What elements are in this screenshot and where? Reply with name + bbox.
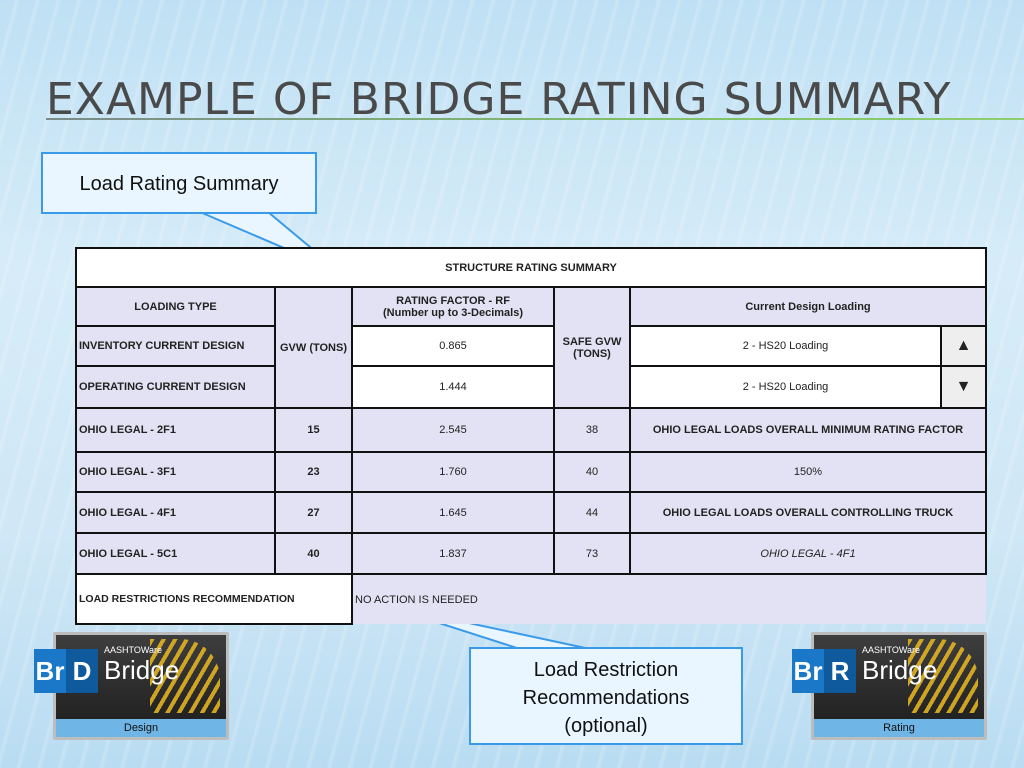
row-gvw: 23 — [274, 451, 353, 493]
scroll-down-button[interactable]: ▼ — [940, 365, 987, 409]
logo-code-b: D — [66, 649, 98, 693]
header-current-design-loading: Current Design Loading — [629, 286, 987, 327]
row-gvw: 27 — [274, 491, 353, 534]
load-restriction-callout: Load Restriction Recommendations (option… — [469, 647, 743, 745]
row-gvw: 15 — [274, 407, 353, 453]
row-safe-gvw: 44 — [553, 491, 631, 534]
row-right-label: OHIO LEGAL LOADS OVERALL MINIMUM RATING … — [629, 407, 987, 453]
row-loading-type: OPERATING CURRENT DESIGN — [75, 365, 276, 409]
header-safe-gvw: SAFE GVW (TONS) — [553, 286, 631, 409]
header-rating-factor: RATING FACTOR - RF (Number up to 3-Decim… — [351, 286, 555, 327]
row-right-label: OHIO LEGAL LOADS OVERALL CONTROLLING TRU… — [629, 491, 987, 534]
brr-rating-logo: Br R AASHTOWare Bridge Rating — [792, 632, 987, 740]
row-safe-gvw: 73 — [553, 532, 631, 575]
row-right-value: 150% — [629, 451, 987, 493]
row-right-value: OHIO LEGAL - 4F1 — [629, 532, 987, 575]
rating-factor-line1: RATING FACTOR - RF — [396, 294, 510, 307]
road-stripes-graphic — [150, 639, 220, 713]
logo-code: Br D — [34, 649, 98, 693]
structure-rating-summary-table: STRUCTURE RATING SUMMARY LOADING TYPE GV… — [75, 247, 987, 625]
row-current-design[interactable]: 2 - HS20 Loading — [629, 325, 942, 367]
scroll-up-button[interactable]: ▲ — [940, 325, 987, 367]
triangle-down-icon: ▼ — [955, 378, 972, 395]
logo-band: Rating — [814, 719, 984, 737]
header-gvw: GVW (TONS) — [274, 286, 353, 409]
logo-vendor: AASHTOWare — [862, 645, 921, 655]
logo-product: Bridge — [862, 655, 938, 685]
row-loading-type: OHIO LEGAL - 4F1 — [75, 491, 276, 534]
table-title: STRUCTURE RATING SUMMARY — [75, 247, 987, 288]
triangle-up-icon: ▲ — [955, 337, 972, 354]
road-stripes-graphic — [908, 639, 978, 713]
logo-code-b: R — [824, 649, 856, 693]
logo-code-a: Br — [792, 649, 824, 693]
row-rf: 1.760 — [351, 451, 555, 493]
rating-factor-line2: (Number up to 3-Decimals) — [383, 306, 523, 319]
row-loading-type: OHIO LEGAL - 2F1 — [75, 407, 276, 453]
load-rating-summary-callout: Load Rating Summary — [41, 152, 317, 214]
row-rf: 1.444 — [351, 365, 555, 409]
row-loading-type: OHIO LEGAL - 3F1 — [75, 451, 276, 493]
row-rf: 1.837 — [351, 532, 555, 575]
logo-code-a: Br — [34, 649, 66, 693]
title-underline — [46, 118, 1024, 120]
restrictions-value[interactable]: NO ACTION IS NEEDED — [351, 573, 986, 624]
row-rf: 1.645 — [351, 491, 555, 534]
row-loading-type: INVENTORY CURRENT DESIGN — [75, 325, 276, 367]
row-loading-type: OHIO LEGAL - 5C1 — [75, 532, 276, 575]
row-rf: 0.865 — [351, 325, 555, 367]
logo-code: Br R — [792, 649, 856, 693]
header-loading-type: LOADING TYPE — [75, 286, 276, 327]
restrictions-label: LOAD RESTRICTIONS RECOMMENDATION — [75, 573, 353, 625]
row-safe-gvw: 40 — [553, 451, 631, 493]
logo-vendor: AASHTOWare — [104, 645, 163, 655]
logo-product: Bridge — [104, 655, 180, 685]
callout-line: Recommendations — [522, 687, 690, 709]
callout-text: Load Rating Summary — [79, 173, 279, 195]
row-gvw: 40 — [274, 532, 353, 575]
brd-design-logo: Br D AASHTOWare Bridge Design — [34, 632, 229, 740]
slide-title: Example of Bridge Rating Summary — [46, 74, 952, 125]
logo-band: Design — [56, 719, 226, 737]
callout-line: Load Restriction — [533, 659, 679, 681]
row-rf: 2.545 — [351, 407, 555, 453]
callout-line: (optional) — [564, 715, 648, 737]
row-safe-gvw: 38 — [553, 407, 631, 453]
row-current-design[interactable]: 2 - HS20 Loading — [629, 365, 942, 409]
